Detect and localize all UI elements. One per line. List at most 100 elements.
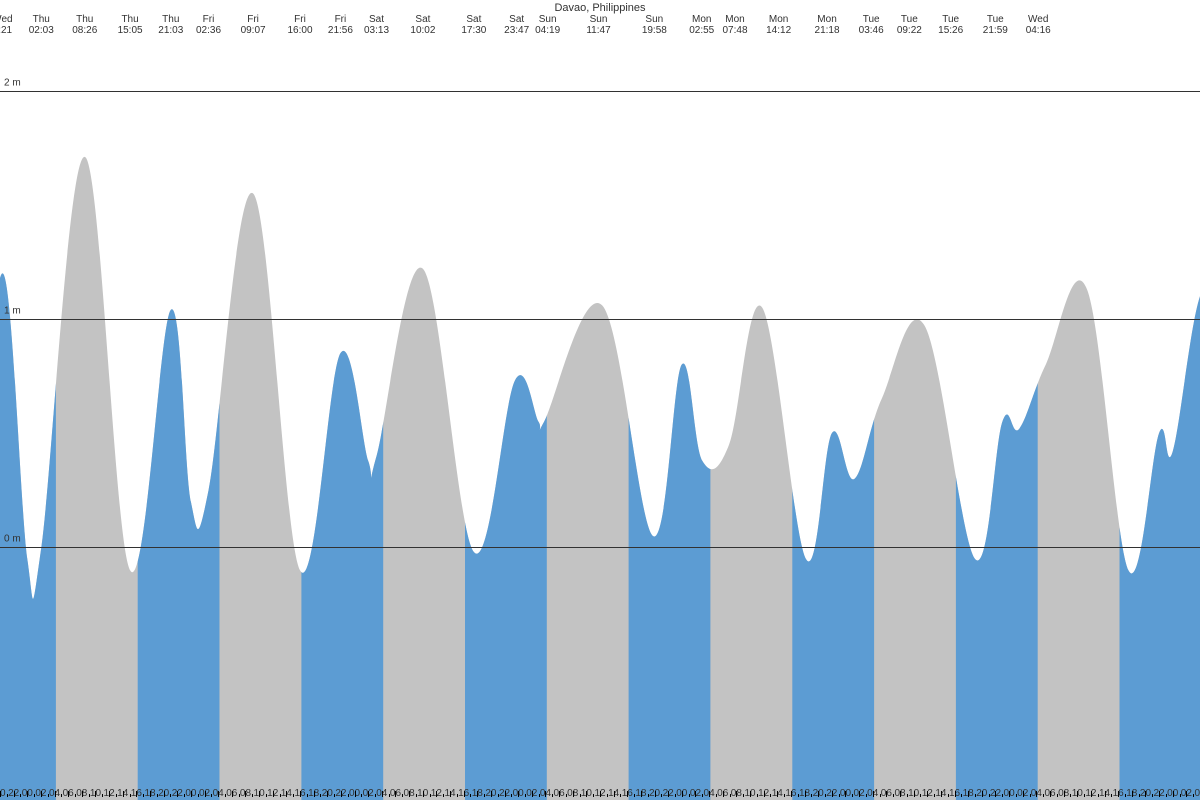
x-tick	[675, 794, 676, 797]
x-tick	[764, 791, 765, 797]
x-tick	[695, 791, 696, 797]
x-tick	[484, 794, 485, 797]
x-tick	[1009, 791, 1010, 797]
x-tick	[211, 794, 212, 797]
x-tick	[198, 794, 199, 797]
x-tick	[280, 794, 281, 797]
x-tick	[1036, 791, 1037, 797]
x-tick	[82, 791, 83, 797]
x-tick	[1091, 791, 1092, 797]
x-tick	[709, 791, 710, 797]
x-tick	[702, 794, 703, 797]
x-tick	[532, 791, 533, 797]
x-tick	[102, 794, 103, 797]
x-tick	[668, 791, 669, 797]
x-tick	[477, 791, 478, 797]
tide-event-label: Mon02:55	[689, 14, 714, 36]
x-tick	[730, 794, 731, 797]
tide-event-label: Sat23:47	[504, 14, 529, 36]
x-tick	[1139, 794, 1140, 797]
x-tick	[1064, 791, 1065, 797]
x-tick	[852, 794, 853, 797]
x-tick	[382, 791, 383, 797]
x-tick	[1111, 794, 1112, 797]
x-tick	[184, 794, 185, 797]
tide-event-label: Tue15:26	[938, 14, 963, 36]
x-tick	[300, 791, 301, 797]
x-tick	[327, 791, 328, 797]
tide-event-label: Tue21:59	[983, 14, 1008, 36]
x-tick	[375, 794, 376, 797]
gridline	[0, 319, 1200, 320]
x-tick	[757, 794, 758, 797]
y-axis-label: 2 m	[4, 77, 21, 88]
x-tick	[1118, 791, 1119, 797]
x-tick	[995, 791, 996, 797]
x-tick	[157, 794, 158, 797]
x-tick	[123, 791, 124, 797]
x-tick	[7, 794, 8, 797]
x-tick	[0, 791, 1, 797]
x-tick	[75, 794, 76, 797]
tide-event-label: Thu08:26	[72, 14, 97, 36]
x-tick	[314, 791, 315, 797]
x-tick	[341, 791, 342, 797]
x-tick	[620, 794, 621, 797]
x-tick	[689, 794, 690, 797]
x-tick	[907, 794, 908, 797]
x-tick	[245, 791, 246, 797]
tide-event-label: Mon21:18	[815, 14, 840, 36]
x-tick	[498, 794, 499, 797]
tide-event-label: Sat10:02	[410, 14, 435, 36]
x-tick	[648, 794, 649, 797]
x-tick	[948, 794, 949, 797]
x-tick	[1070, 794, 1071, 797]
tide-event-label: Sat17:30	[461, 14, 486, 36]
x-tick	[409, 791, 410, 797]
y-axis-label: 0 m	[4, 534, 21, 545]
x-tick	[845, 791, 846, 797]
x-tick	[116, 794, 117, 797]
x-tick	[68, 791, 69, 797]
x-tick	[743, 794, 744, 797]
tide-event-label: Thu02:03	[29, 14, 54, 36]
x-tick	[723, 791, 724, 797]
x-tick	[607, 794, 608, 797]
gridline	[0, 91, 1200, 92]
x-tick	[225, 794, 226, 797]
x-tick	[1145, 791, 1146, 797]
x-tick	[423, 791, 424, 797]
x-tick	[450, 791, 451, 797]
x-tick	[914, 791, 915, 797]
x-tick	[1098, 794, 1099, 797]
x-tick	[634, 794, 635, 797]
x-tick	[348, 794, 349, 797]
tide-event-label: Thu21:03	[158, 14, 183, 36]
x-tick	[457, 794, 458, 797]
x-tick	[627, 791, 628, 797]
x-tick	[586, 791, 587, 797]
x-tick	[1125, 794, 1126, 797]
x-tick	[205, 791, 206, 797]
x-tick	[252, 794, 253, 797]
x-tick	[750, 791, 751, 797]
tide-event-label: Sat03:13	[364, 14, 389, 36]
x-tick	[430, 794, 431, 797]
x-tick	[27, 791, 28, 797]
x-tick	[170, 794, 171, 797]
x-tick	[661, 794, 662, 797]
x-tick	[150, 791, 151, 797]
x-tick	[89, 794, 90, 797]
x-tick	[293, 794, 294, 797]
tide-event-label: Sun19:58	[642, 14, 667, 36]
x-tick	[1166, 794, 1167, 797]
x-tick	[14, 791, 15, 797]
x-tick	[525, 794, 526, 797]
x-tick	[593, 794, 594, 797]
x-tick	[389, 794, 390, 797]
y-axis-label: 1 m	[4, 306, 21, 317]
x-tick	[1105, 791, 1106, 797]
x-tick	[395, 791, 396, 797]
x-tick	[975, 794, 976, 797]
x-tick	[600, 791, 601, 797]
